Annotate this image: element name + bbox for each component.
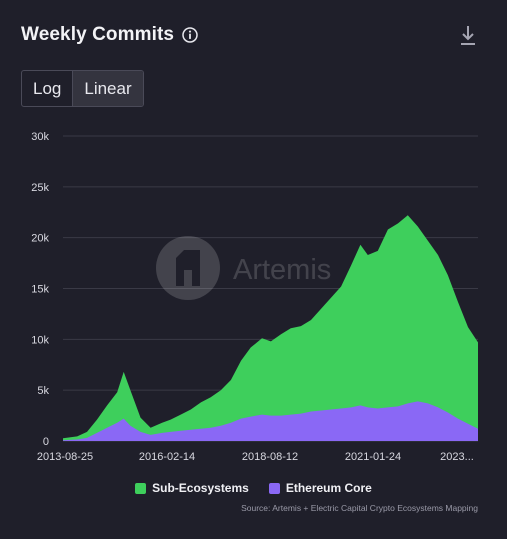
legend-label-ethereum-core: Ethereum Core [285, 481, 372, 495]
y-tick-label: 30k [31, 131, 49, 143]
y-tick-label: 15k [31, 284, 49, 296]
y-tick-label: 25k [31, 182, 49, 194]
download-icon[interactable] [459, 25, 477, 47]
log-toggle-button[interactable]: Log [33, 79, 62, 98]
legend-item-ethereum-core[interactable]: Ethereum Core [268, 481, 372, 495]
artemis-logo-icon [156, 236, 220, 300]
toggle-divider [72, 71, 74, 106]
y-tick-label: 20k [31, 233, 49, 245]
scale-toggle: Log Linear [21, 70, 144, 107]
x-tick-label: 2021-01-24 [345, 451, 401, 463]
y-tick-label: 5k [37, 385, 49, 397]
source-note: Source: Artemis + Electric Capital Crypt… [241, 503, 478, 513]
ethereum-core-area [63, 401, 478, 441]
chart-title: Weekly Commits [21, 24, 175, 45]
x-tick-label: 2023... [440, 451, 474, 463]
legend-item-sub-ecosystems[interactable]: Sub-Ecosystems [135, 481, 249, 495]
y-tick-label: 0 [43, 436, 49, 448]
info-icon[interactable] [182, 27, 198, 43]
linear-toggle-button[interactable]: Linear [73, 71, 143, 106]
x-tick-label: 2018-08-12 [242, 451, 298, 463]
weekly-commits-chart: 0 5k 10k 15k 20k 25k 30k Artemis 2013-08-25 2016-… [31, 131, 478, 463]
legend-swatch-ethereum-core [268, 482, 280, 494]
watermark-text: Artemis [233, 254, 331, 286]
y-tick-label: 10k [31, 334, 49, 346]
legend-swatch-sub-ecosystems [135, 482, 147, 494]
chart-legend: Sub-Ecosystems Ethereum Core [0, 481, 507, 495]
x-tick-label: 2016-02-14 [139, 451, 195, 463]
legend-label-sub-ecosystems: Sub-Ecosystems [152, 481, 249, 495]
chart-header: Weekly Commits [21, 24, 198, 46]
sub-ecosystems-area [63, 215, 478, 441]
x-tick-label: 2013-08-25 [37, 451, 93, 463]
